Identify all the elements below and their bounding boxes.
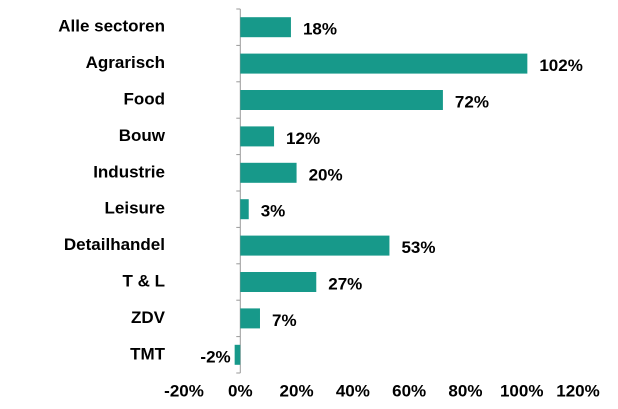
- y-tick-label: TMT: [130, 344, 166, 363]
- x-tick-label: 60%: [392, 381, 426, 400]
- x-tick-label: 40%: [336, 381, 370, 400]
- x-tick-label: 80%: [448, 381, 482, 400]
- x-tick-label: -20%: [164, 381, 204, 400]
- value-label: 18%: [303, 20, 337, 39]
- y-tick-label: Leisure: [105, 199, 165, 218]
- y-tick-label: T & L: [123, 271, 166, 290]
- bar: [240, 235, 390, 256]
- bar: [240, 17, 291, 38]
- value-label: 20%: [309, 165, 343, 184]
- x-tick-label: 120%: [556, 381, 599, 400]
- y-tick-label: Food: [123, 89, 165, 108]
- value-label: 72%: [455, 92, 489, 111]
- bar: [240, 53, 528, 74]
- bar: [240, 308, 260, 329]
- bar: [240, 272, 317, 292]
- bar: [240, 90, 443, 110]
- bar: [240, 199, 249, 220]
- x-tick-label: 20%: [280, 381, 314, 400]
- y-tick-label: Bouw: [119, 126, 166, 145]
- x-tick-label: 0%: [228, 381, 253, 400]
- value-label: 3%: [261, 202, 286, 221]
- bar: [234, 344, 241, 365]
- value-label: -2%: [200, 347, 230, 366]
- y-tick-label: Agrarisch: [86, 53, 165, 72]
- value-label: 7%: [272, 311, 297, 330]
- y-tick-label: Alle sectoren: [58, 17, 165, 36]
- y-tick-label: ZDV: [131, 308, 166, 327]
- x-tick-label: 100%: [500, 381, 543, 400]
- bar: [240, 126, 275, 147]
- y-tick-label: Detailhandel: [64, 235, 165, 254]
- value-label: 53%: [401, 238, 435, 257]
- bar: [240, 162, 297, 183]
- value-label: 27%: [328, 274, 362, 293]
- value-label: 12%: [286, 129, 320, 148]
- y-tick-label: Industrie: [93, 162, 165, 181]
- value-label: 102%: [539, 56, 582, 75]
